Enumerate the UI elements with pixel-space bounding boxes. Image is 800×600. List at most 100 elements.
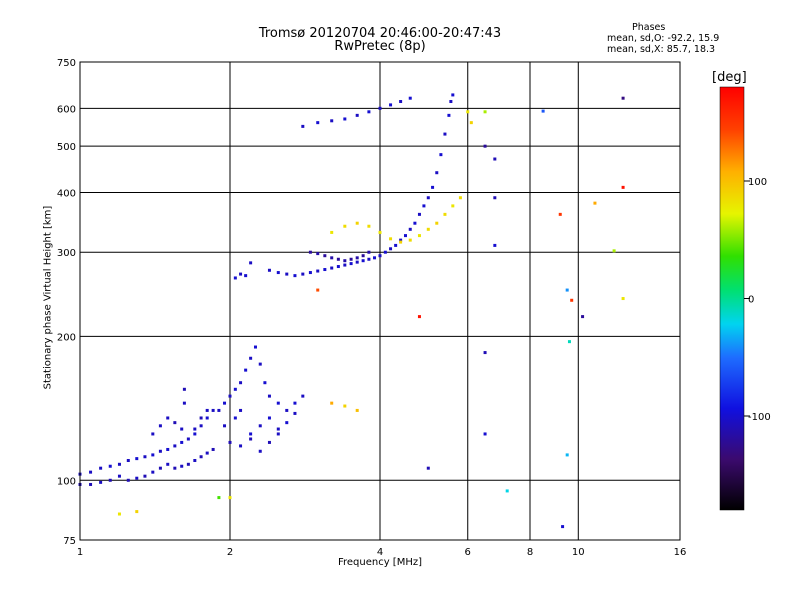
data-point [126, 478, 130, 482]
data-point [135, 476, 139, 480]
legend-x-stats: mean, sd,X: 85.7, 18.3 [607, 44, 716, 55]
data-point [186, 437, 190, 441]
data-point [399, 238, 403, 242]
data-point [308, 250, 312, 254]
data-point [621, 185, 625, 189]
data-point [447, 113, 451, 117]
data-point [151, 470, 155, 474]
data-point [158, 424, 162, 428]
data-point [249, 432, 253, 436]
data-point [343, 117, 347, 121]
data-point [180, 464, 184, 468]
colorbar [719, 86, 745, 511]
data-point [330, 266, 334, 270]
data-point [355, 256, 359, 260]
data-point [151, 432, 155, 436]
data-point [458, 196, 462, 200]
data-point [89, 470, 93, 474]
grid-lines [80, 62, 680, 540]
data-point [483, 110, 487, 114]
data-point [253, 345, 257, 349]
data-point [355, 113, 359, 117]
data-point [263, 381, 267, 385]
data-point [483, 144, 487, 148]
data-point [422, 204, 426, 208]
data-point [316, 121, 320, 125]
data-point [233, 276, 237, 280]
x-tick-label: 6 [465, 547, 471, 558]
data-point [378, 230, 382, 234]
data-point [383, 250, 387, 254]
data-point [389, 247, 393, 251]
data-point [182, 401, 186, 405]
y-tick-label: 600 [57, 104, 76, 115]
data-point [558, 212, 562, 216]
data-point [143, 474, 147, 478]
data-point [199, 424, 203, 428]
data-point [443, 212, 447, 216]
y-tick-label: 200 [57, 332, 76, 343]
chart-title: Tromsø 20120704 20:46:00-20:47:43 [258, 26, 502, 41]
data-point [561, 525, 565, 529]
data-point [173, 444, 177, 448]
data-point [435, 171, 439, 175]
data-point [469, 121, 473, 125]
data-point [581, 315, 585, 319]
data-point [173, 466, 177, 470]
data-point [293, 411, 297, 415]
data-point [267, 268, 271, 272]
data-point [293, 274, 297, 278]
data-point [223, 401, 227, 405]
data-point [343, 259, 347, 263]
data-point [217, 496, 221, 500]
data-point [199, 455, 203, 459]
data-point [135, 510, 139, 514]
data-point [285, 421, 289, 425]
x-tick-label: 16 [674, 547, 687, 558]
data-point [451, 93, 455, 97]
data-point [367, 224, 371, 228]
x-tick-label: 10 [572, 547, 585, 558]
y-tick-label: 100 [57, 476, 76, 487]
data-point [249, 261, 253, 265]
data-point [205, 408, 209, 412]
data-point [166, 462, 170, 466]
data-point [426, 196, 430, 200]
data-point [173, 421, 177, 425]
data-point [117, 512, 121, 516]
data-point [426, 227, 430, 231]
axis-ticks: 1 2 4 6 8 10 16 75 100 200 300 400 500 600 750 [57, 58, 686, 558]
data-point [258, 424, 262, 428]
data-point [217, 408, 221, 412]
x-tick-label: 2 [227, 547, 233, 558]
data-point [316, 252, 320, 256]
data-point [285, 272, 289, 276]
data-point [276, 427, 280, 431]
data-point [205, 416, 209, 420]
data-point [389, 103, 393, 107]
data-point [244, 368, 248, 372]
data-point [180, 427, 184, 431]
data-point [199, 416, 203, 420]
data-point [399, 240, 403, 244]
data-point [367, 110, 371, 114]
chart-subtitle: RwPretec (8p) [334, 39, 426, 54]
data-point [417, 315, 421, 319]
data-point [166, 416, 170, 420]
data-point [267, 416, 271, 420]
data-point [301, 124, 305, 128]
data-point [158, 466, 162, 470]
data-point [567, 340, 571, 344]
data-point [228, 496, 232, 500]
data-point [565, 288, 569, 292]
data-point [343, 224, 347, 228]
data-point [541, 109, 545, 113]
data-point [336, 257, 340, 261]
y-tick-label: 75 [63, 536, 76, 547]
data-point [413, 221, 417, 225]
plot-frame [79, 61, 681, 541]
data-point [186, 462, 190, 466]
data-point [276, 271, 280, 275]
data-point [239, 272, 243, 276]
